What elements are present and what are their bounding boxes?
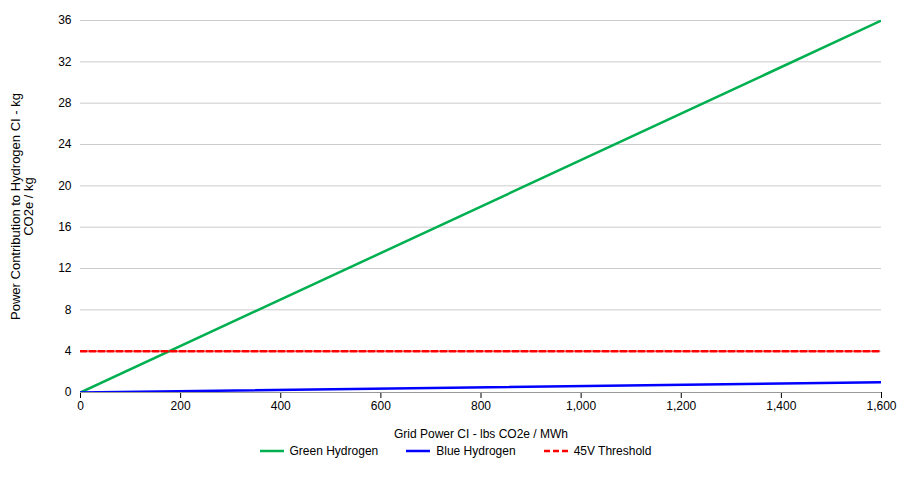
svg-text:Grid Power CI - lbs CO2e / MWh: Grid Power CI - lbs CO2e / MWh (394, 427, 568, 441)
svg-text:16: 16 (58, 220, 72, 234)
svg-text:1,600: 1,600 (866, 399, 896, 413)
svg-text:12: 12 (58, 261, 72, 275)
html-text:Green Hydrogen: Green Hydrogen (289, 444, 379, 458)
svg-text:Power Contribution to Hydrogen: Power Contribution to Hydrogen CI - kgCO… (8, 93, 36, 320)
svg-text:36: 36 (58, 13, 72, 27)
svg-text:0: 0 (77, 399, 84, 413)
svg-text:1,000: 1,000 (566, 399, 596, 413)
svg-text:0: 0 (65, 385, 72, 399)
svg-text:1,400: 1,400 (766, 399, 796, 413)
svg-text:24: 24 (58, 137, 72, 151)
svg-text:1,200: 1,200 (666, 399, 696, 413)
svg-text:600: 600 (371, 399, 391, 413)
svg-text:4: 4 (65, 344, 72, 358)
svg-text:800: 800 (471, 399, 491, 413)
html-text:45V Threshold: 45V Threshold (573, 444, 652, 458)
svg-text:400: 400 (271, 399, 291, 413)
html-text:Blue Hydrogen: Blue Hydrogen (436, 444, 516, 458)
svg-text:8: 8 (65, 303, 72, 317)
svg-text:32: 32 (58, 55, 72, 69)
svg-text:20: 20 (58, 179, 72, 193)
svg-text:28: 28 (58, 96, 72, 110)
svg-text:200: 200 (171, 399, 191, 413)
